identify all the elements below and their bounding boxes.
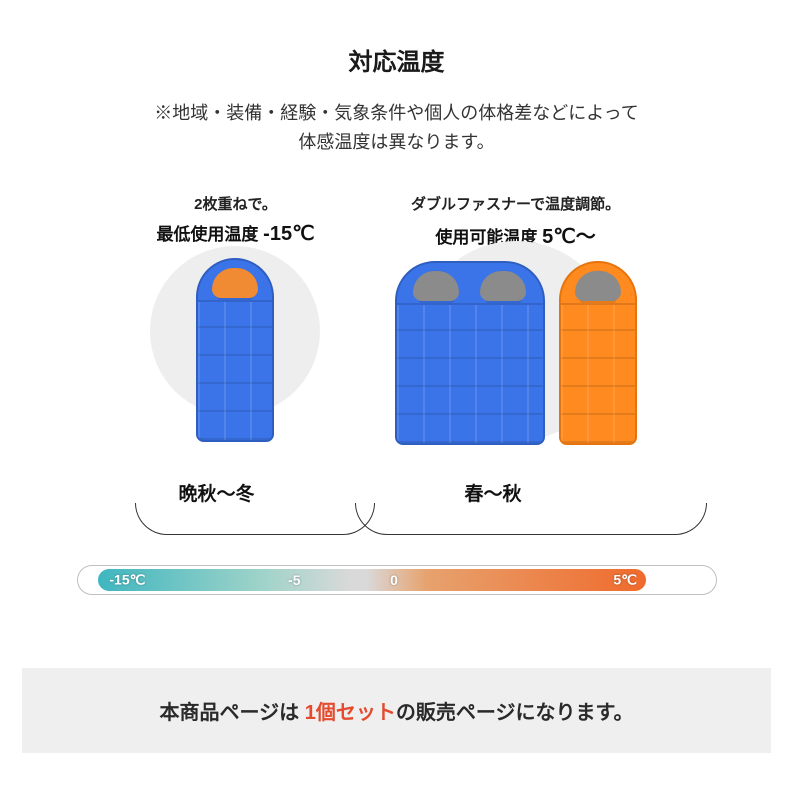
- banner-pre: 本商品ページは: [160, 702, 305, 724]
- product-col-winter: 2枚重ねで。 最低使用温度 -15℃: [156, 193, 314, 445]
- bracket-arc-winter-icon: [135, 503, 375, 535]
- season-label-spring: 春〜秋: [465, 479, 522, 506]
- thermo-tick-minus15: -15℃: [109, 571, 145, 588]
- temp-label-min: 最低使用温度: [156, 225, 258, 244]
- temperature-gradient-icon: [98, 569, 646, 591]
- banner-post: の販売ページになります。: [396, 702, 634, 724]
- season-brackets: 晩秋〜冬 春〜秋: [77, 479, 717, 565]
- notice-banner: 本商品ページは 1個セットの販売ページになります。: [22, 668, 771, 753]
- disclaimer: ※地域・装備・経験・気象条件や個人の体格差などによって 体感温度は異なります。: [0, 99, 793, 157]
- temperature-bar: -15℃ -5 0 5℃: [77, 565, 717, 595]
- note-layered: 2枚重ねで。: [194, 193, 277, 214]
- disclaimer-line2: 体感温度は異なります。: [298, 132, 494, 152]
- bag-area-winter: [196, 258, 274, 442]
- thermo-tick-0: 0: [390, 572, 398, 588]
- note-zipper: ダブルファスナーで温度調節。: [411, 193, 620, 214]
- thermo-tick-minus5: -5: [288, 572, 300, 588]
- thermo-tick-5: 5℃: [613, 571, 637, 588]
- bag-area-spring: [395, 261, 637, 445]
- disclaimer-line1: ※地域・装備・経験・気象条件や個人の体格差などによって: [154, 103, 639, 123]
- sleeping-bag-blue-single-icon: [196, 258, 274, 442]
- sleeping-bag-blue-double-icon: [395, 261, 545, 445]
- temp-value-usable: 5℃〜: [542, 226, 596, 248]
- bracket-arc-spring-icon: [355, 503, 707, 535]
- product-col-spring: ダブルファスナーで温度調節。 使用可能温度 5℃〜: [395, 193, 637, 445]
- season-label-winter: 晩秋〜冬: [179, 479, 255, 506]
- sleeping-bag-orange-single-icon: [559, 261, 637, 445]
- page-title: 対応温度: [0, 0, 793, 77]
- temp-line-min: 最低使用温度 -15℃: [156, 220, 314, 246]
- banner-highlight: 1個セット: [305, 702, 396, 724]
- product-row: 2枚重ねで。 最低使用温度 -15℃ ダブルファスナーで温度調節。 使用可能温度…: [0, 193, 793, 445]
- temp-value-min: -15℃: [263, 223, 314, 245]
